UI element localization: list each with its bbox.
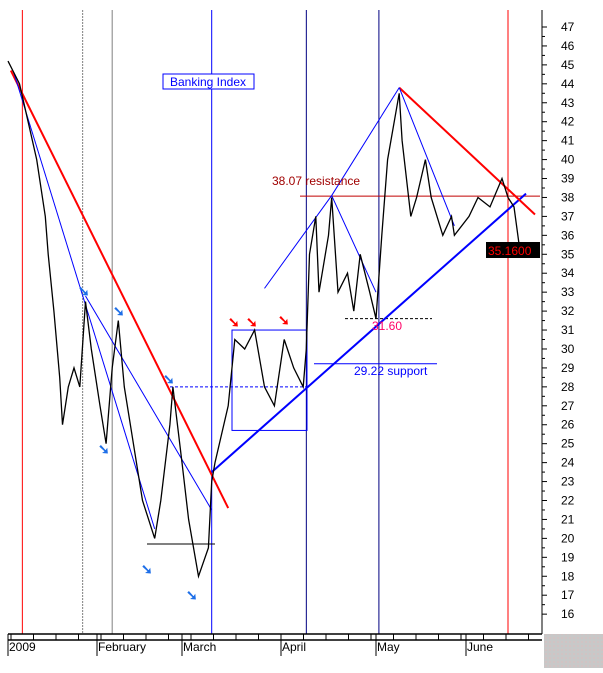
y-tick-label: 29 — [561, 361, 575, 375]
trendline — [398, 86, 536, 216]
x-axis: 2009 February March April May June — [7, 633, 542, 656]
y-tick-label: 47 — [561, 20, 575, 34]
y-tick-label: 19 — [561, 550, 575, 564]
arrow-icon: ➘ — [246, 314, 258, 330]
y-tick-label: 17 — [561, 588, 575, 602]
y-tick-label: 35 — [561, 247, 575, 261]
price-line — [7, 60, 521, 579]
y-tick-label: 28 — [561, 380, 575, 394]
y-tick-label: 22 — [561, 494, 575, 508]
arrow-icon: ➘ — [163, 371, 175, 387]
y-tick-label: 23 — [561, 475, 575, 489]
last-price-label: 35.1600 — [488, 244, 532, 258]
corner-box — [544, 634, 603, 668]
y-tick-label: 43 — [561, 96, 575, 110]
trendline — [13, 72, 156, 530]
y-tick-label: 18 — [561, 569, 575, 583]
trendline — [211, 192, 527, 473]
arrow-icon: ➘ — [113, 303, 125, 319]
x-tick-label: May — [377, 640, 400, 654]
y-tick-label: 27 — [561, 399, 575, 413]
x-tick-label: April — [282, 640, 306, 654]
support-label: 29.22 support — [354, 364, 428, 378]
last-price-badge — [486, 242, 540, 258]
trendline — [398, 87, 455, 227]
consolidation-box — [231, 329, 308, 431]
y-tick-label: 39 — [561, 172, 575, 186]
y-tick-label: 41 — [561, 134, 575, 148]
y-tick-label: 20 — [561, 531, 575, 545]
y-tick-label: 31 — [561, 323, 575, 337]
trendline — [85, 295, 213, 511]
y-tick-label: 37 — [561, 209, 575, 223]
y-tick-label: 40 — [561, 153, 575, 167]
x-tick-label: March — [183, 640, 216, 654]
arrow-markers: ➘ ➘ ➘ ➘ ➘ ➘ ➘ ➘ ➘ — [78, 283, 290, 603]
y-tick-label: 45 — [561, 58, 575, 72]
trendline — [264, 195, 333, 289]
x-tick-label: June — [467, 640, 493, 654]
resistance-label: 38.07 resistance — [272, 174, 360, 188]
y-tick-label: 42 — [561, 115, 575, 129]
arrow-icon: ➘ — [228, 314, 240, 330]
arrow-icon: ➘ — [78, 283, 90, 299]
y-tick-label: 24 — [561, 456, 575, 470]
trendline — [331, 87, 400, 196]
arrow-icon: ➘ — [278, 312, 290, 328]
y-tick-label: 25 — [561, 437, 575, 451]
arrow-icon: ➘ — [141, 561, 153, 577]
y-tick-label: 21 — [561, 512, 575, 526]
y-tick-label: 44 — [561, 77, 575, 91]
y-tick-label: 30 — [561, 342, 575, 356]
y-tick-label: 46 — [561, 39, 575, 53]
y-tick-label: 16 — [561, 607, 575, 621]
y-tick-label: 36 — [561, 228, 575, 242]
y-axis: 16 17 18 19 20 21 22 23 24 25 26 27 28 29 30 31 32 33 34 35… — [541, 10, 575, 634]
arrow-icon: ➘ — [186, 587, 198, 603]
y-tick-label: 32 — [561, 304, 575, 318]
y-tick-label: 34 — [561, 266, 575, 280]
x-tick-label: February — [98, 640, 146, 654]
y-tick-label: 26 — [561, 418, 575, 432]
y-tick-label: 33 — [561, 285, 575, 299]
trendline — [331, 195, 377, 293]
title-box — [162, 73, 255, 90]
y-tick-label: 38 — [561, 190, 575, 204]
arrow-icon: ➘ — [98, 441, 110, 457]
trendline — [9, 70, 230, 509]
chart-title: Banking Index — [170, 75, 246, 89]
x-tick-label: 2009 — [9, 640, 36, 654]
level-3160-label: 31.60 — [372, 319, 402, 333]
